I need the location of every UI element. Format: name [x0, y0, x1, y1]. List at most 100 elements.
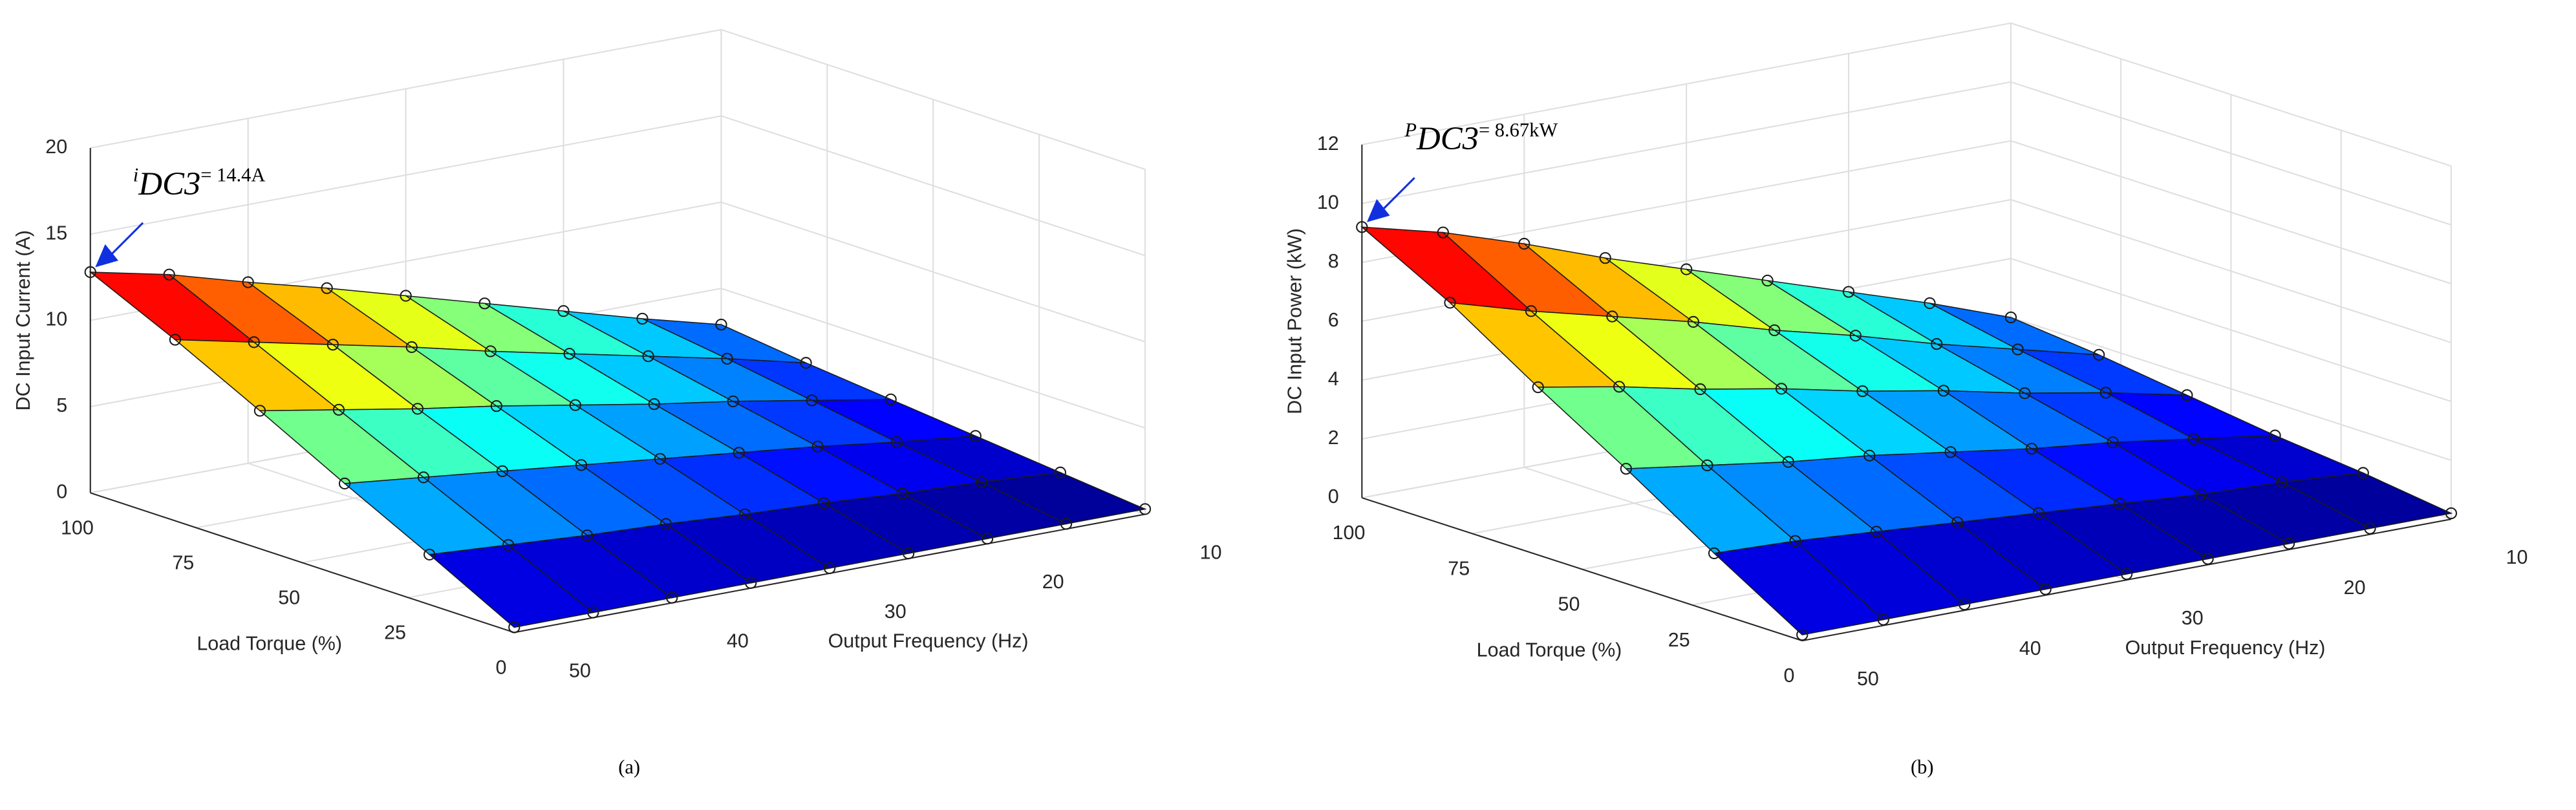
x-tick-label: 30 [2182, 607, 2204, 629]
data-point [2445, 507, 2458, 520]
y-tick-label: 75 [172, 551, 194, 573]
data-point [1856, 385, 1869, 398]
data-point [502, 538, 515, 551]
data-point [2269, 429, 2281, 442]
data-point [1849, 330, 1862, 342]
z-tick-label: 4 [1328, 368, 1339, 390]
y-tick-label: 50 [1558, 593, 1580, 615]
surface-patch [428, 544, 595, 628]
x-tick-label: 40 [2019, 637, 2041, 659]
data-point [806, 394, 818, 407]
data-point [2099, 387, 2112, 399]
annotation-symbol: P [1404, 119, 1417, 141]
y-axis-label: Load Torque (%) [1477, 639, 1622, 661]
data-point [2364, 522, 2376, 535]
data-point [890, 436, 903, 449]
data-point [715, 318, 727, 331]
y-tick-label: 25 [384, 621, 406, 643]
annotation-text: = 14.4A [200, 164, 265, 186]
data-point [321, 282, 333, 294]
x-tick-label: 20 [1042, 571, 1064, 593]
x-tick-label: 40 [727, 630, 749, 652]
data-point [1060, 518, 1073, 530]
annotation-arrowhead [1366, 199, 1390, 222]
z-tick-label: 10 [1317, 191, 1339, 213]
data-point [163, 268, 175, 281]
data-point [969, 430, 982, 442]
data-point [1937, 385, 1950, 397]
data-point [411, 403, 424, 415]
z-tick-label: 6 [1328, 309, 1339, 331]
z-tick-label: 20 [45, 136, 67, 158]
data-point [1796, 628, 1809, 641]
data-point [738, 508, 751, 520]
data-point [1606, 310, 1618, 323]
z-tick-label: 8 [1328, 250, 1339, 272]
annotation: PDC3= 8.67kW [1404, 119, 1558, 156]
data-point [338, 477, 351, 490]
annotation-text: = 8.67kW [1479, 119, 1558, 141]
data-point [2357, 467, 2369, 479]
data-point [2004, 311, 2017, 324]
grid-line [1362, 22, 2012, 145]
data-point [1959, 598, 1971, 611]
x-tick-label: 30 [885, 601, 907, 623]
data-point [636, 312, 649, 325]
data-point [2120, 568, 2133, 581]
data-point [332, 403, 345, 416]
data-point [1877, 613, 1889, 626]
annotation-symbol: i [133, 164, 138, 186]
data-point [981, 533, 994, 545]
z-axis-label: DC Input Power (kW) [1284, 228, 1306, 414]
data-point [733, 447, 746, 459]
data-point [1842, 286, 1855, 298]
data-point [1139, 503, 1152, 515]
data-point [902, 547, 915, 560]
data-point [508, 621, 521, 634]
annotation-arrowhead [95, 244, 118, 268]
x-tick-label: 10 [1200, 541, 1222, 563]
data-point [1613, 381, 1626, 393]
data-point [666, 592, 678, 604]
data-point [2181, 389, 2193, 401]
data-point [1599, 251, 1611, 264]
data-point [400, 290, 412, 302]
data-point [1701, 459, 1713, 472]
data-point [1924, 297, 1936, 310]
data-point [1775, 383, 1788, 395]
annotation: iDC3= 14.4A [133, 164, 266, 202]
caption: (a) [618, 756, 640, 778]
data-point [2012, 343, 2024, 356]
data-point [2107, 436, 2119, 449]
data-point [1620, 463, 1633, 475]
data-point [563, 348, 575, 360]
data-point [660, 518, 672, 530]
x-tick-label: 10 [2506, 546, 2528, 568]
data-point [478, 297, 491, 310]
annotation-subscript: DC3 [138, 165, 200, 201]
data-point [885, 393, 897, 406]
data-point [2202, 553, 2214, 565]
data-point [2282, 537, 2295, 550]
y-axis [1362, 497, 1803, 642]
data-point [253, 405, 266, 417]
data-point [575, 459, 588, 471]
z-tick-label: 12 [1317, 133, 1339, 155]
data-point [1687, 315, 1700, 328]
data-point [1054, 466, 1066, 479]
y-tick-label: 0 [495, 656, 506, 678]
data-point [727, 395, 739, 408]
data-point [405, 341, 418, 354]
data-point [1944, 446, 1957, 458]
data-point [417, 471, 430, 484]
data-point [1525, 305, 1538, 317]
data-point [2093, 348, 2105, 361]
data-point [84, 266, 96, 279]
data-point [2032, 507, 2045, 519]
data-point [2276, 476, 2288, 489]
data-point [2187, 432, 2200, 445]
data-point [1444, 297, 1456, 309]
data-point [2019, 387, 2031, 400]
